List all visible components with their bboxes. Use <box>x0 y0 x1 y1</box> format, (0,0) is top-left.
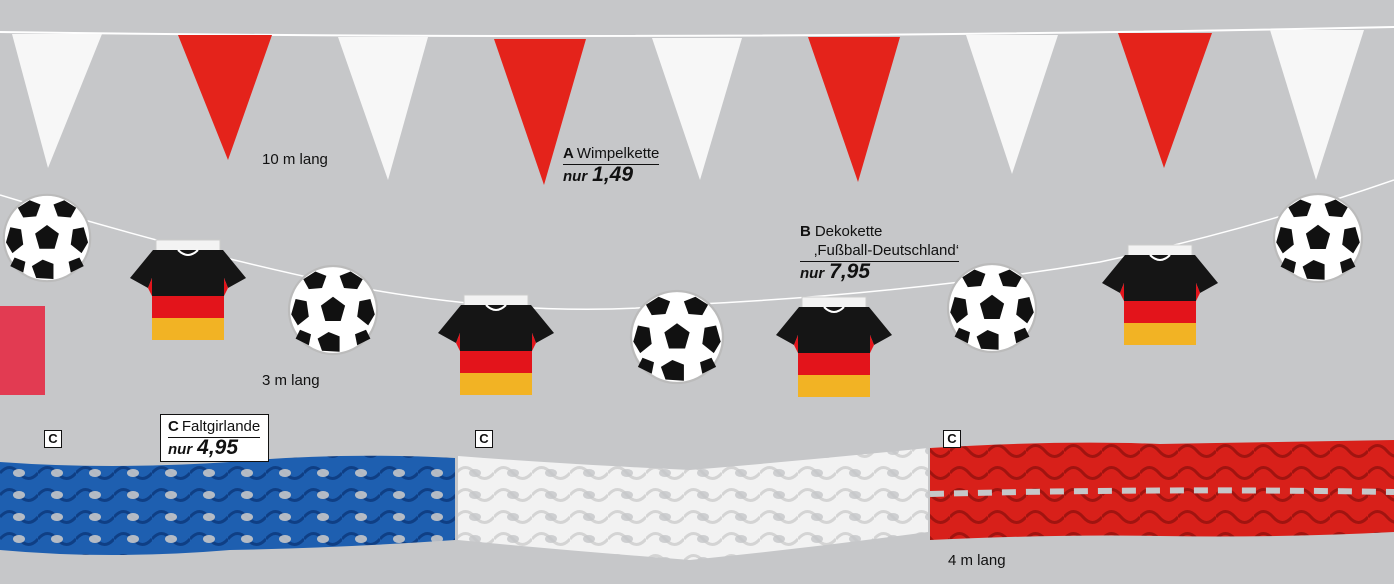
product-letter-b: B <box>800 223 811 240</box>
product-title-b: Dekokette <box>814 223 883 240</box>
pennant-string <box>0 26 1394 37</box>
variant-tag-c-white: C <box>475 430 493 448</box>
pennant-red <box>808 37 900 182</box>
soccer-ball-icon <box>946 262 1038 354</box>
germany-jersey-icon <box>437 294 555 396</box>
pennant-red <box>1118 33 1212 168</box>
product-subtitle-b: ‚Fußball-Deutschland‘ <box>800 241 960 262</box>
accent-bar <box>0 306 45 395</box>
garland-white <box>458 448 928 560</box>
price-value-b: 7,95 <box>829 260 871 283</box>
product-letter-a: A <box>563 145 574 162</box>
product-name-b: B Dekokette <box>800 222 959 241</box>
soccer-ball-icon <box>1272 192 1364 284</box>
variant-tag-c-blue: C <box>44 430 62 448</box>
price-c: nur 4,95 <box>168 436 260 459</box>
germany-jersey-icon <box>1101 244 1219 346</box>
pennant-white <box>652 38 742 180</box>
pennant-red <box>178 35 272 160</box>
pennant-chain <box>12 30 1364 185</box>
garland-blue <box>0 455 455 555</box>
price-prefix-b: nur <box>800 265 825 282</box>
length-label-b: 3 m lang <box>262 372 320 389</box>
pennant-white <box>12 34 102 168</box>
soccer-ball-icon <box>629 289 725 385</box>
pennant-red <box>494 39 586 185</box>
price-value-a: 1,49 <box>592 163 634 186</box>
price-prefix-c: nur <box>168 441 193 458</box>
product-label-a: A Wimpelkette nur 1,49 <box>563 144 660 186</box>
variant-tag-c-red: C <box>943 430 961 448</box>
soccer-ball-icon <box>2 193 92 283</box>
product-title-c: Faltgirlande <box>181 418 261 435</box>
price-b: nur 7,95 <box>800 260 959 283</box>
germany-jersey-icon <box>775 296 893 398</box>
pennant-white <box>966 35 1058 174</box>
length-label-c: 4 m lang <box>948 552 1006 569</box>
garland-red <box>929 440 1394 540</box>
deco-chain <box>2 192 1364 398</box>
product-label-b: B Dekokette ‚Fußball-Deutschland‘ nur 7,95 <box>800 222 960 283</box>
product-title-a: Wimpelkette <box>576 145 660 162</box>
price-value-c: 4,95 <box>197 436 239 459</box>
pennant-white <box>338 37 428 180</box>
product-label-c: C Faltgirlande nur 4,95 <box>160 414 270 462</box>
product-letter-c: C <box>168 418 179 435</box>
pennant-white <box>1270 30 1364 180</box>
soccer-ball-icon <box>287 264 379 356</box>
germany-jersey-icon <box>129 239 247 341</box>
product-name-c: C Faltgirlande <box>168 417 261 438</box>
product-name-a: A Wimpelkette <box>563 144 660 165</box>
length-label-a: 10 m lang <box>262 151 328 168</box>
price-a: nur 1,49 <box>563 163 659 186</box>
price-prefix-a: nur <box>563 168 588 185</box>
